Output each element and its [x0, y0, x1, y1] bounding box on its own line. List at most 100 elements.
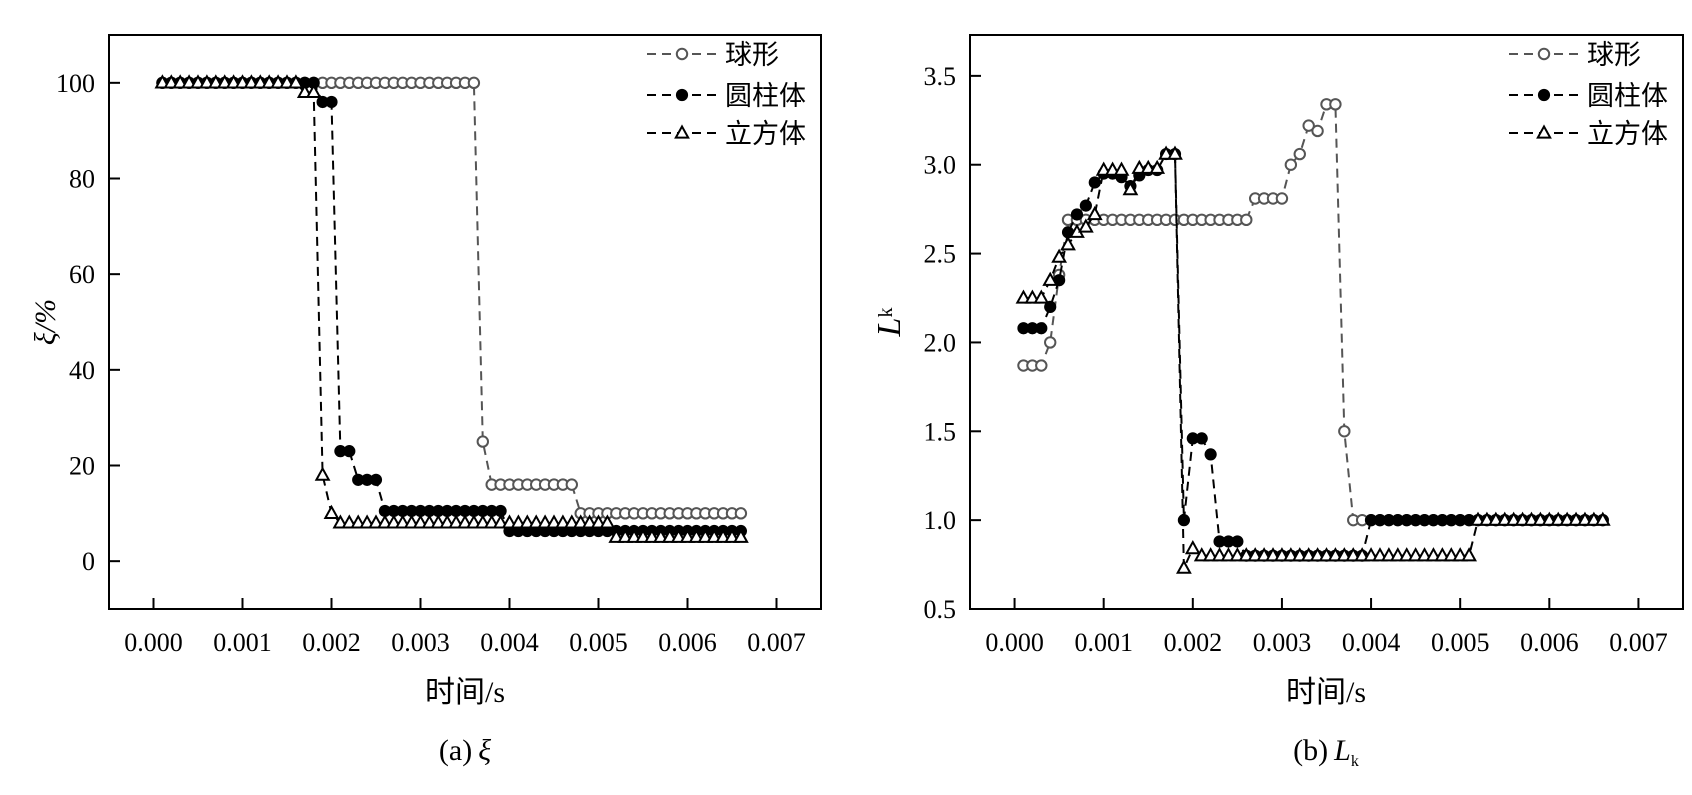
data-point — [341, 514, 358, 529]
x-tick-label: 0.004 — [480, 628, 539, 657]
legend-item-sphere: 球形 — [1509, 40, 1641, 70]
data-point — [565, 478, 578, 491]
data-point — [1327, 547, 1344, 562]
series-layer — [1015, 98, 1611, 574]
data-point — [519, 514, 536, 529]
data-point — [546, 514, 562, 529]
data-point — [1398, 547, 1415, 562]
data-point — [1240, 213, 1253, 227]
x-tick-label: 0.002 — [1164, 628, 1223, 657]
data-point — [1140, 159, 1157, 174]
x-tick-label: 0.006 — [658, 628, 717, 657]
data-point — [350, 514, 367, 529]
data-point — [243, 74, 260, 89]
data-point — [483, 514, 500, 529]
series-cube — [154, 74, 749, 543]
panel-a-chart: 0.000 0.001 0.002 0.003 0.004 0.005 0.006 0.007… — [29, 34, 822, 767]
data-point — [1149, 159, 1166, 174]
data-point — [296, 83, 313, 99]
caption-subscript: k — [1351, 753, 1359, 770]
data-point — [1238, 547, 1255, 562]
data-point — [1274, 547, 1290, 562]
x-tick-label: 0.005 — [1431, 628, 1490, 657]
data-point — [635, 528, 651, 543]
data-point — [270, 74, 286, 89]
data-point — [1176, 559, 1192, 574]
data-point — [679, 528, 696, 543]
legend-label: 圆柱体 — [1587, 81, 1668, 111]
data-point — [216, 74, 233, 89]
series-line — [162, 81, 741, 539]
data-point — [1300, 547, 1317, 562]
data-point — [537, 514, 553, 529]
data-point — [1496, 511, 1513, 526]
data-point — [448, 514, 464, 529]
data-point — [1113, 161, 1130, 176]
data-point — [1282, 547, 1299, 562]
data-point — [234, 74, 251, 89]
data-point — [563, 514, 580, 529]
legend-marker-icon — [1537, 88, 1551, 102]
data-point — [154, 74, 171, 89]
y-tick-label: 3.0 — [924, 151, 957, 180]
data-point — [1051, 248, 1068, 263]
data-point — [1311, 124, 1324, 138]
legend-item-cube: 立方体 — [1509, 119, 1668, 149]
data-point — [599, 514, 616, 529]
data-point — [1044, 336, 1057, 349]
data-point — [439, 514, 456, 529]
data-point — [734, 507, 748, 520]
data-point — [403, 514, 420, 529]
data-point — [1220, 547, 1237, 562]
data-point — [1568, 511, 1584, 526]
data-point — [1416, 547, 1433, 562]
data-point — [1559, 511, 1576, 526]
data-point — [1452, 547, 1469, 562]
x-tick-label: 0.000 — [985, 628, 1044, 657]
data-point — [261, 74, 278, 89]
data-point — [467, 76, 481, 90]
data-point — [1407, 547, 1424, 562]
data-point — [476, 435, 489, 448]
data-point — [207, 74, 224, 89]
series-sphere — [156, 76, 748, 520]
data-point — [1585, 511, 1602, 526]
legend-item-cylinder: 圆柱体 — [1509, 81, 1668, 111]
data-point — [1177, 514, 1191, 527]
data-point — [314, 466, 331, 481]
data-point — [1389, 547, 1406, 562]
data-point — [1060, 236, 1076, 251]
data-point — [617, 528, 634, 543]
legend-label: 圆柱体 — [725, 81, 806, 111]
data-point — [1284, 158, 1298, 171]
data-point — [457, 514, 473, 529]
data-point — [1336, 547, 1353, 562]
series-cube — [1015, 145, 1611, 574]
series-line — [162, 81, 741, 515]
data-point — [1077, 218, 1094, 233]
data-point — [1202, 547, 1219, 562]
legend-marker-icon — [675, 88, 689, 102]
series-cylinder — [156, 76, 748, 538]
data-point — [1479, 511, 1495, 526]
data-point — [1372, 547, 1388, 562]
data-point — [1035, 359, 1048, 372]
data-point — [377, 514, 393, 529]
plot-frame — [969, 34, 1684, 610]
y-tick-label: 3.5 — [924, 62, 957, 91]
data-point — [555, 514, 571, 529]
y-tick-label: 20 — [69, 452, 95, 481]
data-point — [1338, 425, 1351, 438]
data-point — [1158, 145, 1174, 160]
data-point — [1505, 511, 1522, 526]
data-point — [1329, 98, 1342, 111]
data-point — [1354, 547, 1371, 562]
data-point — [323, 504, 340, 519]
data-point — [1577, 511, 1593, 526]
data-point — [1461, 547, 1477, 562]
x-tick-label: 0.003 — [391, 628, 450, 657]
data-point — [1275, 192, 1289, 205]
data-point — [715, 528, 731, 543]
